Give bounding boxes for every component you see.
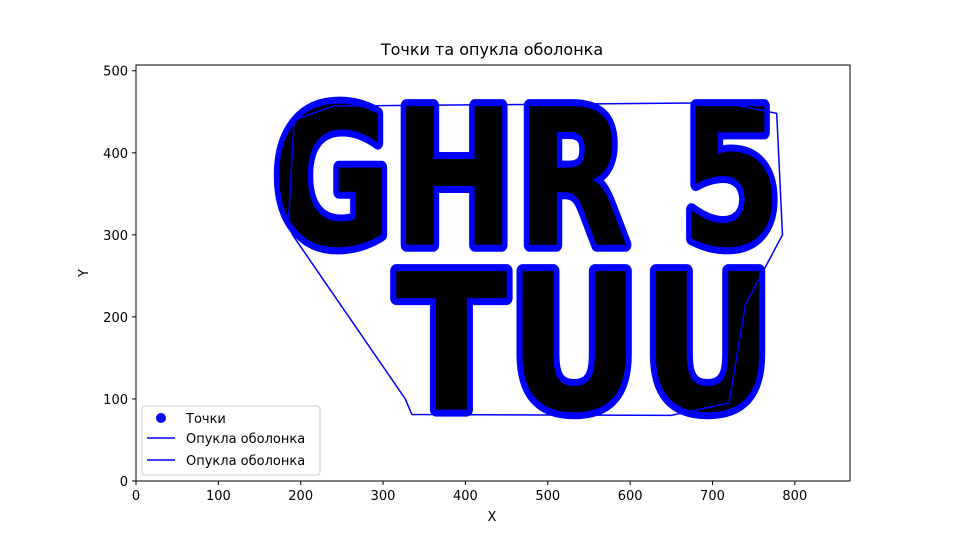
legend: Точки Опукла оболонка Опукла оболонка xyxy=(141,405,321,476)
y-tick-label: 400 xyxy=(103,147,128,162)
x-tick-label: 400 xyxy=(453,489,478,504)
scatter-points: GHR 5 TUU xyxy=(265,62,790,462)
x-tick-label: 100 xyxy=(206,489,231,504)
legend-label-hull-1: Опукла оболонка xyxy=(186,432,305,447)
x-tick-label: 800 xyxy=(782,489,807,504)
convex-hull-line xyxy=(287,101,784,417)
chart-title: Точки та опукла оболонка xyxy=(380,40,603,59)
x-tick-label: 700 xyxy=(700,489,725,504)
y-axis: 0 100 200 300 400 500 xyxy=(103,65,136,490)
points-glyphs-row2: TUU xyxy=(395,234,774,455)
y-axis-label: Y xyxy=(77,269,92,278)
y-tick-label: 200 xyxy=(103,311,128,326)
x-tick-label: 300 xyxy=(371,489,396,504)
legend-marker-points xyxy=(156,413,166,423)
y-tick-label: 0 xyxy=(120,475,128,490)
y-tick-label: 500 xyxy=(103,65,128,80)
x-tick-label: 600 xyxy=(618,489,643,504)
x-tick-label: 200 xyxy=(288,489,313,504)
plot-frame xyxy=(135,64,851,482)
x-tick-label: 0 xyxy=(132,489,140,504)
legend-box xyxy=(141,405,321,476)
x-axis: 0 100 200 300 400 500 600 700 800 xyxy=(132,481,807,504)
x-tick-label: 500 xyxy=(535,489,560,504)
y-tick-label: 300 xyxy=(103,229,128,244)
y-tick-label: 100 xyxy=(103,393,128,408)
legend-label-points: Точки xyxy=(185,412,226,427)
x-axis-label: X xyxy=(488,510,497,525)
legend-label-hull-2: Опукла оболонка xyxy=(186,454,305,469)
